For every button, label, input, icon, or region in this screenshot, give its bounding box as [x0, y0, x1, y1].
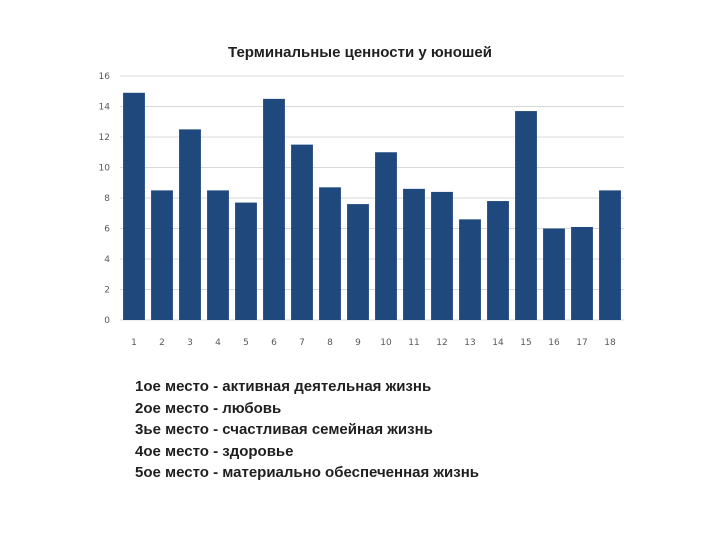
- y-tick-label: 16: [99, 72, 111, 82]
- x-tick-label: 5: [243, 338, 249, 348]
- bar-2: [151, 190, 173, 320]
- x-tick-label: 3: [187, 338, 193, 348]
- x-tick-label: 4: [215, 338, 221, 348]
- x-tick-label: 16: [548, 338, 560, 348]
- y-tick-label: 12: [99, 133, 110, 143]
- x-tick-label: 17: [576, 338, 587, 348]
- bar-5: [235, 202, 257, 320]
- x-tick-label: 6: [271, 338, 277, 348]
- bar-6: [263, 98, 285, 320]
- y-tick-label: 10: [99, 164, 111, 174]
- ranking-notes: 1ое место - активная деятельная жизнь 2о…: [135, 376, 479, 484]
- bar-11: [403, 188, 425, 320]
- note-line-2: 2ое место - любовь: [135, 399, 282, 417]
- bar-3: [179, 129, 201, 320]
- x-tick-label: 1: [131, 338, 137, 348]
- x-tick-label: 7: [299, 338, 305, 348]
- bar-10: [375, 152, 397, 320]
- bar-14: [487, 201, 509, 320]
- y-tick-label: 8: [104, 194, 110, 204]
- bar-16: [543, 228, 565, 320]
- x-tick-label: 10: [380, 338, 392, 348]
- x-tick-label: 8: [327, 338, 333, 348]
- x-tick-label: 12: [436, 338, 447, 348]
- note-line-1: 1ое место - активная деятельная жизнь: [135, 378, 432, 395]
- bar-12: [431, 191, 453, 320]
- x-tick-label: 15: [520, 338, 531, 348]
- x-tick-label: 14: [492, 338, 504, 348]
- bar-9: [347, 204, 369, 320]
- x-tick-label: 2: [159, 338, 165, 348]
- bar-7: [291, 144, 313, 320]
- x-tick-label: 13: [464, 338, 475, 348]
- y-tick-label: 6: [104, 225, 110, 235]
- bar-13: [459, 219, 481, 320]
- chart-title: Терминальные ценности у юношей: [228, 44, 492, 61]
- x-tick-label: 9: [355, 338, 361, 348]
- x-tick-label: 18: [604, 338, 616, 348]
- bar-8: [319, 187, 341, 320]
- note-line-3: 3ье место - счастливая семейная жизнь: [135, 421, 433, 438]
- y-tick-label: 2: [104, 286, 110, 296]
- y-tick-label: 4: [104, 255, 110, 265]
- y-tick-label: 0: [104, 316, 110, 326]
- bar-18: [599, 190, 621, 320]
- y-tick-label: 14: [99, 103, 111, 113]
- note-line-4: 4ое место - здоровье: [135, 442, 294, 460]
- bar-15: [515, 111, 537, 320]
- bar-4: [207, 190, 229, 320]
- x-tick-label: 11: [408, 338, 419, 348]
- bar-17: [571, 226, 593, 320]
- bar-1: [123, 92, 145, 321]
- note-line-5: 5ое место - материально обеспеченная жиз…: [135, 464, 480, 481]
